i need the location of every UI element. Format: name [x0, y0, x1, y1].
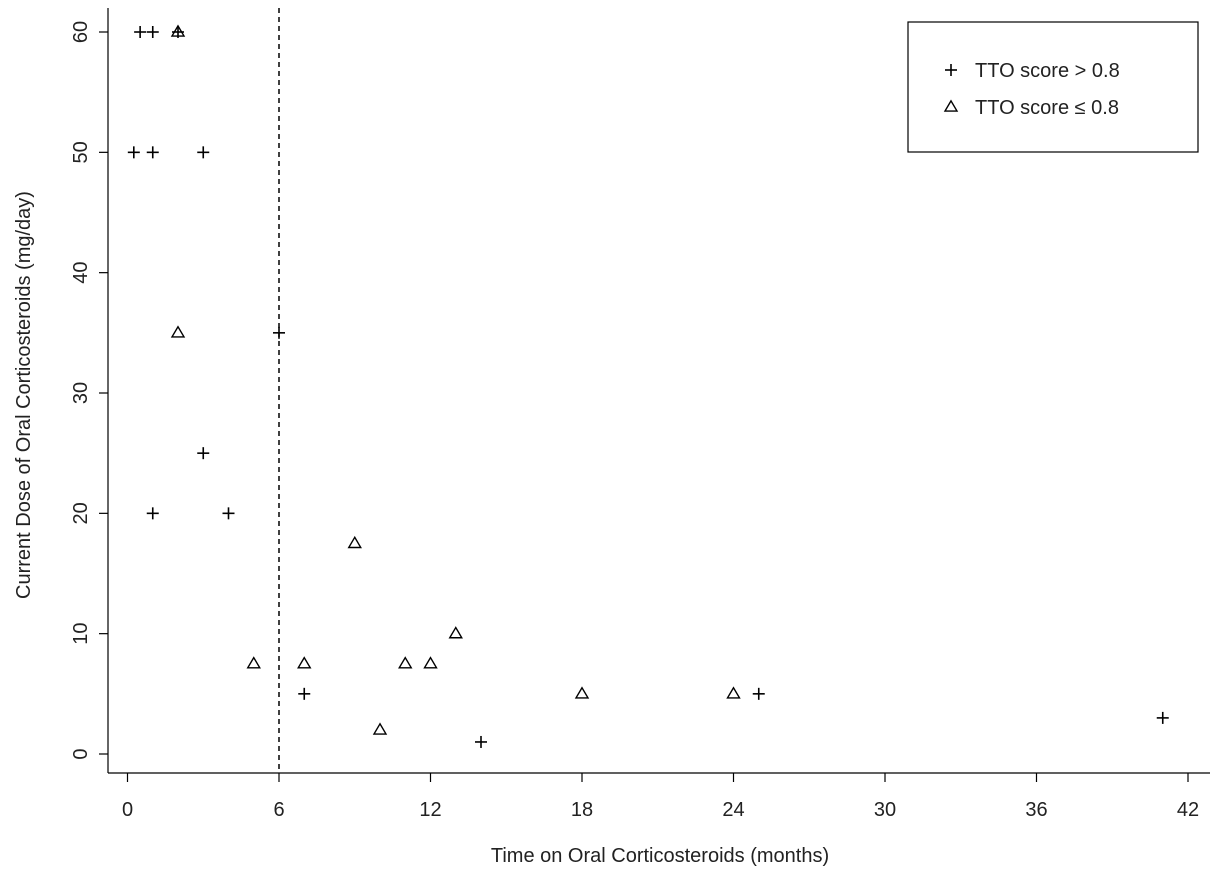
x-tick-label: 24 — [722, 799, 744, 821]
y-tick-label: 10 — [70, 623, 92, 645]
data-point-plus — [197, 146, 210, 159]
y-tick-label: 50 — [70, 141, 92, 163]
axes: 0 6 12 18 24 30 36 42 0 10 20 30 40 50 60 — [70, 8, 1210, 821]
legend-label: TTO score > 0.8 — [975, 60, 1120, 82]
x-tick-label: 12 — [419, 799, 441, 821]
data-point-triangle — [726, 686, 741, 699]
x-tick-label: 42 — [1177, 799, 1199, 821]
data-point-plus — [298, 687, 311, 700]
data-point-triangle — [448, 626, 463, 639]
legend-label: TTO score ≤ 0.8 — [975, 97, 1119, 119]
data-point-plus — [146, 146, 159, 159]
data-point-triangle — [297, 656, 312, 669]
legend: TTO score > 0.8 TTO score ≤ 0.8 — [907, 21, 1199, 153]
legend-box — [907, 21, 1199, 153]
data-point-plus — [1156, 711, 1169, 724]
data-points — [127, 24, 1169, 748]
data-point-triangle — [398, 656, 413, 669]
y-tick-label: 30 — [70, 382, 92, 404]
data-point-triangle — [574, 686, 590, 699]
data-point-triangle — [170, 325, 186, 338]
data-point-plus — [752, 687, 765, 700]
x-tick-label: 30 — [874, 799, 896, 821]
data-point-plus — [134, 26, 147, 38]
data-point-plus — [222, 507, 235, 520]
x-tick-label: 18 — [571, 799, 593, 821]
y-tick-label: 40 — [70, 262, 92, 284]
y-tick-label: 60 — [70, 21, 92, 43]
data-point-plus — [475, 735, 487, 748]
data-point-plus — [127, 146, 140, 159]
data-point-plus — [146, 507, 159, 520]
x-axis-title: Time on Oral Corticosteroids (months) — [491, 845, 829, 867]
data-point-plus — [273, 326, 285, 339]
data-point-triangle — [170, 24, 186, 37]
legend-marker-triangle — [943, 99, 959, 112]
y-axis-title: Current Dose of Oral Corticosteroids (mg… — [13, 191, 35, 599]
data-point-triangle — [423, 656, 438, 669]
data-point-triangle — [372, 722, 388, 735]
x-tick-label: 0 — [122, 799, 133, 821]
data-point-triangle — [347, 535, 362, 549]
data-point-plus — [146, 26, 159, 38]
x-tick-label: 36 — [1025, 799, 1047, 821]
y-tick-label: 20 — [70, 502, 92, 524]
y-tick-label: 0 — [70, 748, 92, 759]
x-tick-label: 6 — [273, 799, 284, 821]
data-point-triangle — [246, 656, 261, 669]
legend-marker-plus — [945, 64, 957, 76]
data-point-plus — [197, 447, 210, 460]
